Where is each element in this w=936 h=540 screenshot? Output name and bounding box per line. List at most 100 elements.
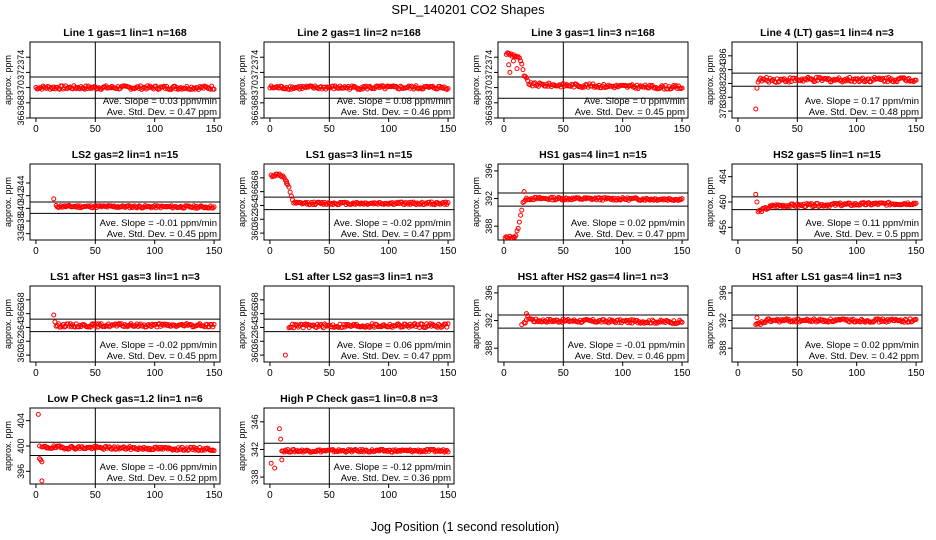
y-tick-label: 392 (484, 191, 494, 206)
x-tick-label: 0 (33, 124, 39, 135)
panel-title: Low P Check gas=1.2 lin=1 n=6 (47, 393, 202, 405)
data-point (913, 317, 919, 323)
y-tick-label: 384 (718, 62, 728, 77)
panel-title: HS1 after LS1 gas=4 lin=1 n=3 (752, 271, 902, 283)
std-dev-stat: Ave. Std. Dev. = 0.45 ppm (107, 351, 217, 362)
x-tick-label: 0 (501, 368, 507, 379)
std-dev-stat: Ave. Std. Dev. = 0.52 ppm (107, 473, 217, 484)
slope-stat: Ave. Slope = 0 ppm/min (584, 96, 685, 107)
data-point (395, 321, 401, 327)
slope-stat: Ave. Slope = -0.02 ppm/min (334, 218, 451, 229)
data-point (209, 83, 215, 89)
data-point (753, 106, 759, 112)
plot-frame (263, 407, 455, 485)
y-tick-label: 368 (250, 170, 260, 185)
y-tick-label: 404 (16, 413, 26, 428)
x-tick-label: 50 (90, 368, 102, 379)
data-point (666, 318, 672, 324)
y-tick-label: 342 (16, 188, 26, 203)
y-axis-label: approx. ppm (705, 55, 715, 105)
figure-title: SPL_140201 CO2 Shapes (391, 2, 545, 17)
std-dev-stat: Ave. Std. Dev. = 0.46 ppm (575, 351, 685, 362)
y-tick-label: 360 (16, 348, 26, 363)
panel-title: LS1 after LS2 gas=3 lin=1 n=3 (285, 271, 434, 283)
data-point (515, 225, 521, 231)
x-tick-label: 150 (440, 246, 457, 257)
data-point (514, 66, 520, 72)
plot-frame (497, 285, 689, 363)
chart-panel: LS1 after HS1 gas=3 lin=1 n=3 0 50 100 150 36… (3, 271, 223, 379)
data-point (514, 228, 520, 234)
data-point (913, 200, 919, 206)
y-tick-label: 370 (16, 80, 26, 95)
data-point (445, 321, 451, 327)
data-point (510, 58, 516, 64)
x-tick-label: 150 (674, 368, 691, 379)
data-point (342, 324, 348, 330)
std-dev-stat: Ave. Std. Dev. = 0.45 ppm (575, 107, 685, 118)
x-tick-label: 150 (206, 124, 223, 135)
std-dev-stat: Ave. Std. Dev. = 0.5 ppm (814, 229, 919, 240)
plot-frame (29, 41, 221, 119)
data-point (513, 233, 519, 239)
x-tick-label: 150 (206, 490, 223, 501)
data-point (164, 83, 170, 89)
x-tick-label: 100 (848, 124, 865, 135)
data-point (278, 436, 284, 442)
y-tick-label: 372 (16, 65, 26, 80)
x-tick-label: 50 (90, 490, 102, 501)
x-tick-label: 100 (146, 124, 163, 135)
y-tick-label: 372 (484, 65, 494, 80)
y-tick-label: 396 (718, 285, 728, 300)
y-tick-label: 360 (250, 226, 260, 241)
y-tick-label: 392 (718, 313, 728, 328)
data-point (443, 321, 449, 327)
data-point (268, 460, 274, 466)
std-dev-stat: Ave. Std. Dev. = 0.42 ppm (809, 351, 919, 362)
plot-frame (731, 41, 923, 119)
y-tick-label: 388 (484, 341, 494, 356)
y-tick-label: 368 (16, 95, 26, 110)
std-dev-stat: Ave. Std. Dev. = 0.48 ppm (809, 107, 919, 118)
data-points (502, 189, 685, 240)
data-point (295, 324, 301, 330)
x-tick-label: 0 (267, 124, 273, 135)
x-tick-label: 150 (440, 124, 457, 135)
data-point (102, 324, 108, 330)
y-tick-label: 400 (16, 438, 26, 453)
x-tick-label: 0 (501, 124, 507, 135)
y-axis-label: approx. ppm (237, 55, 247, 105)
x-tick-label: 100 (614, 368, 631, 379)
data-point (51, 196, 57, 202)
data-point (153, 83, 159, 89)
y-axis-label: approx. ppm (3, 421, 13, 471)
data-point (116, 321, 122, 327)
data-point (276, 426, 282, 432)
y-tick-label: 396 (484, 285, 494, 300)
y-tick-label: 364 (250, 320, 260, 335)
data-point (39, 459, 45, 465)
y-tick-label: 346 (250, 414, 260, 429)
y-tick-label: 368 (250, 292, 260, 307)
data-point (817, 316, 823, 322)
plot-frame (29, 285, 221, 363)
data-point (339, 324, 345, 330)
y-tick-label: 374 (250, 50, 260, 65)
x-tick-label: 150 (674, 246, 691, 257)
data-point (548, 194, 554, 200)
slope-stat: Ave. Slope = 0.08 ppm/min (337, 96, 451, 107)
data-point (754, 315, 760, 321)
chart-panel: LS2 gas=2 lin=1 n=150 50 100 15033633834034… (3, 149, 223, 257)
slope-stat: Ave. Slope = -0.01 ppm/min (100, 218, 217, 229)
y-tick-label: 366 (484, 110, 494, 125)
slope-stat: Ave. Slope = 0.02 ppm/min (571, 218, 685, 229)
y-axis-label: approx. ppm (3, 55, 13, 105)
data-point (755, 321, 761, 327)
data-points (753, 191, 919, 215)
x-tick-label: 0 (33, 368, 39, 379)
data-point (191, 444, 197, 450)
data-point (179, 444, 185, 450)
x-tick-label: 100 (146, 246, 163, 257)
